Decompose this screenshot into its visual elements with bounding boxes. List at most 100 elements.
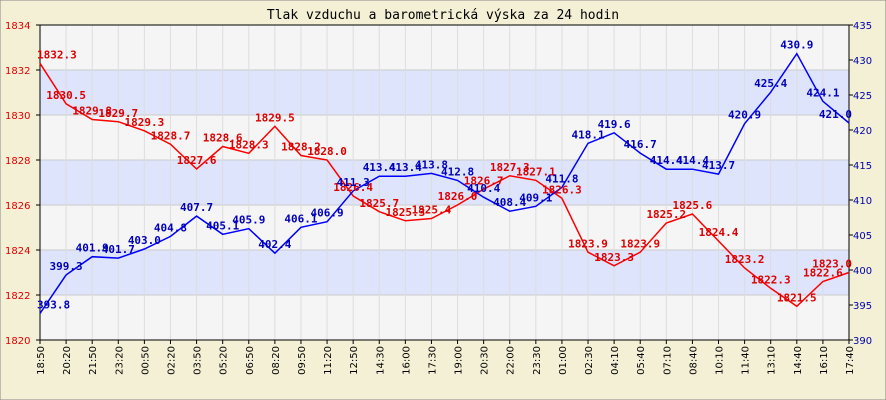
x-axis-tick-label: 08:40 xyxy=(688,346,699,375)
left-axis-tick-label: 1832 xyxy=(5,66,30,77)
x-axis-tick-label: 21:50 xyxy=(88,346,99,375)
plot-band xyxy=(40,250,849,295)
altitude-data-label: 407.7 xyxy=(180,201,213,214)
altitude-data-label: 408.4 xyxy=(493,196,526,209)
x-axis-tick-label: 20:20 xyxy=(62,346,73,375)
pressure-data-label: 1828.7 xyxy=(151,129,191,142)
pressure-data-label: 1825.4 xyxy=(412,204,452,217)
pressure-data-label: 1829.8 xyxy=(72,105,112,118)
grid-lines xyxy=(39,24,850,341)
x-axis-tick-label: 00:50 xyxy=(140,346,151,375)
altitude-data-label: 420.9 xyxy=(728,109,761,122)
altitude-data-label: 414.4 xyxy=(676,154,709,167)
x-axis-tick-label: 14:30 xyxy=(375,346,386,375)
x-axis-tick-label: 17:30 xyxy=(427,346,438,375)
pressure-data-label: 1826.0 xyxy=(438,190,478,203)
pressure-data-label: 1827.1 xyxy=(516,165,556,178)
pressure-data-label: 1829.5 xyxy=(255,111,295,124)
left-axis: 1820 1822 1824 1826 1828 1830 1832 1834 xyxy=(5,21,40,347)
pressure-data-label: 1829.3 xyxy=(125,116,165,129)
altitude-data-label: 413.8 xyxy=(415,158,448,171)
altitude-data-label: 393.8 xyxy=(37,298,70,311)
pressure-data-label: 1826.7 xyxy=(464,174,504,187)
pressure-data-label: 1824.4 xyxy=(699,226,739,239)
x-axis-tick-label: 19:00 xyxy=(454,346,465,375)
x-axis-tick-label: 04:10 xyxy=(610,346,621,375)
left-axis-tick-label: 1824 xyxy=(5,246,30,257)
pressure-data-label: 1826.4 xyxy=(333,181,373,194)
pressure-data-label: 1823.3 xyxy=(594,251,634,264)
altitude-data-label: 412.8 xyxy=(441,165,474,178)
right-axis-tick-label: 430 xyxy=(853,56,872,67)
plot-frame xyxy=(39,24,850,341)
altitude-data-label: 413.7 xyxy=(702,159,735,172)
altitude-data-label: 406.1 xyxy=(284,212,317,225)
pressure-data-label: 1821.5 xyxy=(777,291,817,304)
altitude-data-label: 405.1 xyxy=(206,219,239,232)
right-axis-tick-label: 435 xyxy=(853,21,872,32)
altitude-data-label: 413.4 xyxy=(389,161,422,174)
right-axis-tick-label: 425 xyxy=(853,91,872,102)
right-axis: 390 395 400 405 410 415 420 425 430 435 xyxy=(849,21,872,347)
plot-band xyxy=(40,115,849,160)
pressure-data-label: 1828.3 xyxy=(229,138,269,151)
right-axis-tick-label: 415 xyxy=(853,161,872,172)
pressure-data-label: 1828.2 xyxy=(281,141,321,154)
x-axis-tick-label: 12:50 xyxy=(349,346,360,375)
pressure-data-label: 1826.3 xyxy=(542,183,582,196)
x-axis-tick-label: 07:10 xyxy=(662,346,673,375)
plot-band xyxy=(40,160,849,205)
x-axis-tick-label: 05:40 xyxy=(636,346,647,375)
altitude-data-label: 421.0 xyxy=(819,108,852,121)
x-axis-tick-label: 03:50 xyxy=(193,346,204,375)
x-axis-tick-label: 11:40 xyxy=(741,346,752,375)
right-axis-tick-label: 420 xyxy=(853,126,872,137)
pressure-data-label: 1823.2 xyxy=(725,253,765,266)
altitude-data-label: 411.3 xyxy=(337,176,370,189)
x-axis-tick-label: 22:00 xyxy=(506,346,517,375)
altitude-data-label: 430.9 xyxy=(780,39,813,52)
pressure-data-label: 1823.9 xyxy=(568,237,608,250)
altitude-data-label: 402.4 xyxy=(258,238,291,251)
right-axis-tick-label: 395 xyxy=(853,301,872,312)
series-group xyxy=(39,52,850,314)
altitude-data-label: 401.9 xyxy=(76,242,109,255)
pressure-data-label: 1827.6 xyxy=(177,154,217,167)
x-axis-tick-label: 05:20 xyxy=(219,346,230,375)
pressure-data-label: 1823.0 xyxy=(812,258,852,271)
altitude-data-label: 418.1 xyxy=(571,128,604,141)
x-axis: 18:50 20:20 21:50 23:20 00:50 02:20 03:50 05:20… xyxy=(36,340,856,375)
x-axis-tick-label: 11:20 xyxy=(323,346,334,375)
pressure-data-label: 1828.0 xyxy=(307,145,347,158)
pressure-data-label: 1822.3 xyxy=(751,273,791,286)
x-axis-tick-label: 18:50 xyxy=(36,346,47,375)
left-axis-tick-label: 1828 xyxy=(5,156,30,167)
pressure-data-label: 1823.9 xyxy=(620,237,660,250)
altitude-data-label: 409.1 xyxy=(519,191,552,204)
x-axis-tick-label: 09:50 xyxy=(297,346,308,375)
left-axis-tick-label: 1834 xyxy=(5,21,30,32)
pressure-data-label: 1827.3 xyxy=(490,161,530,174)
x-axis-tick-label: 08:20 xyxy=(271,346,282,375)
x-axis-tick-label: 16:10 xyxy=(819,346,830,375)
x-axis-tick-label: 02:20 xyxy=(166,346,177,375)
pressure-data-label: 1832.3 xyxy=(37,48,77,61)
x-axis-tick-label: 13:10 xyxy=(767,346,778,375)
pressure-data-label: 1828.6 xyxy=(203,132,243,145)
pressure-data-label: 1829.7 xyxy=(98,107,138,120)
x-axis-tick-label: 17:40 xyxy=(845,346,856,375)
altitude-data-label: 399.3 xyxy=(50,260,83,273)
right-axis-tick-label: 390 xyxy=(853,336,872,347)
x-axis-tick-label: 06:50 xyxy=(245,346,256,375)
x-axis-tick-label: 01:00 xyxy=(558,346,569,375)
x-axis-tick-label: 23:30 xyxy=(532,346,543,375)
right-axis-tick-label: 405 xyxy=(853,231,872,242)
altitude-data-label: 416.7 xyxy=(624,138,657,151)
altitude-data-label: 414.4 xyxy=(650,154,683,167)
x-axis-tick-label: 16:00 xyxy=(401,346,412,375)
altitude-data-label: 405.9 xyxy=(232,214,265,227)
altitude-data-label: 403.0 xyxy=(128,234,161,247)
left-axis-tick-label: 1826 xyxy=(5,201,30,212)
